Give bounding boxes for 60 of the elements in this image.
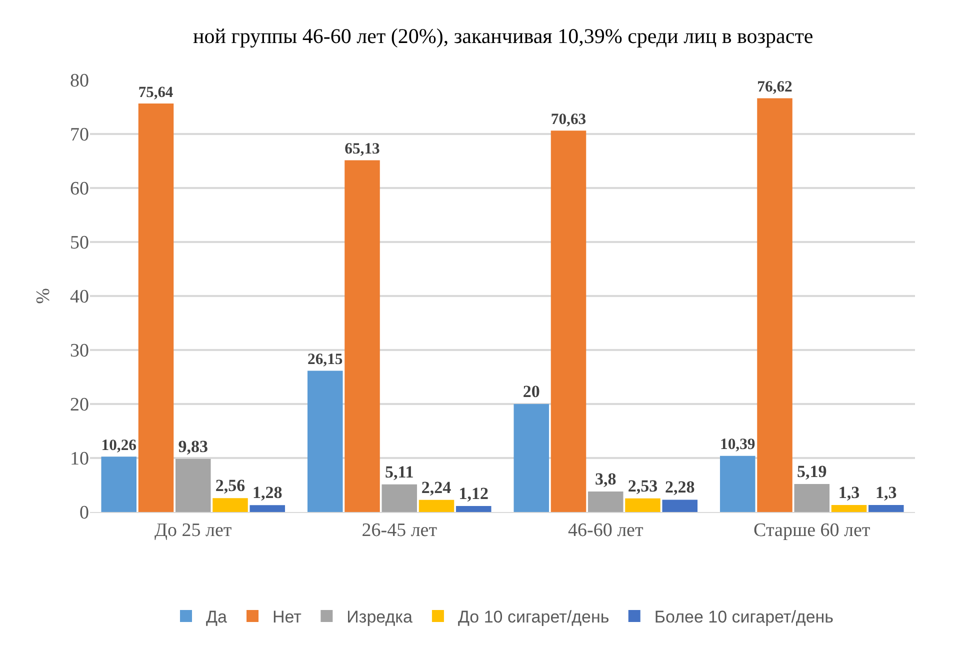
data-label: 76,62 (757, 78, 793, 96)
x-tick-label: До 25 лет (154, 520, 232, 541)
bar (588, 491, 624, 512)
y-tick-label: 30 (70, 340, 89, 362)
x-tick-label: 26-45 лет (362, 520, 438, 541)
y-tick-label: 70 (70, 124, 89, 146)
text: ной группы 46-60 лет (20%), заканчивая 10,39% среди лиц в возрасте (193, 24, 814, 48)
data-label: 2,56 (215, 476, 246, 496)
bar (868, 504, 904, 512)
data-label: 1,28 (252, 483, 282, 502)
bar (250, 505, 286, 512)
bar (550, 130, 586, 512)
y-tick-label: 20 (70, 394, 89, 416)
legend-label: До 10 сигарет/день (458, 608, 610, 627)
bar (344, 160, 380, 512)
y-tick-label: 50 (70, 232, 89, 254)
data-label: 2,24 (421, 478, 452, 497)
data-label: 5,19 (797, 462, 827, 481)
data-label: 1,3 (838, 482, 860, 502)
data-label: 10,26 (101, 436, 137, 454)
data-label: 20 (522, 382, 540, 401)
bar (175, 458, 211, 512)
data-label: 1,12 (458, 484, 488, 503)
bar (101, 456, 137, 512)
legend-label: Изредка (346, 608, 413, 627)
data-label: 3,8 (595, 469, 616, 488)
bar (831, 504, 867, 512)
y-tick-label: 0 (80, 502, 89, 524)
bar (720, 456, 756, 512)
data-label: 65,13 (344, 140, 380, 158)
data-label: 26,15 (308, 351, 343, 368)
y-tick-label: 60 (70, 178, 89, 200)
data-label: 75,64 (138, 84, 174, 101)
legend-label: Нет (272, 608, 302, 627)
bar (794, 484, 830, 512)
bar (212, 498, 248, 512)
y-tick-label: 40 (70, 286, 89, 308)
bar (418, 500, 454, 512)
legend-label: Более 10 сигарет/день (654, 608, 834, 627)
data-label: 70,63 (550, 110, 586, 128)
bar (757, 98, 792, 512)
bar (138, 104, 174, 512)
y-tick-label: 80 (70, 70, 89, 92)
data-label: 10,39 (720, 436, 756, 454)
bar (382, 484, 418, 512)
data-label: 9,83 (178, 436, 208, 456)
y-axis-title: % (32, 288, 54, 304)
data-label: 2,28 (665, 478, 695, 497)
bar (456, 506, 492, 512)
bar (307, 370, 343, 512)
bar (625, 498, 660, 512)
x-tick-label: Старше 60 лет (754, 520, 871, 541)
bar (514, 404, 550, 512)
bar (662, 500, 698, 512)
data-label: 5,11 (384, 462, 414, 482)
data-label: 2,53 (628, 476, 658, 496)
y-tick-label: 10 (70, 448, 89, 470)
x-tick-label: 46-60 лет (568, 520, 644, 541)
legend-label: Да (206, 608, 228, 627)
data-label: 1,3 (876, 482, 897, 502)
